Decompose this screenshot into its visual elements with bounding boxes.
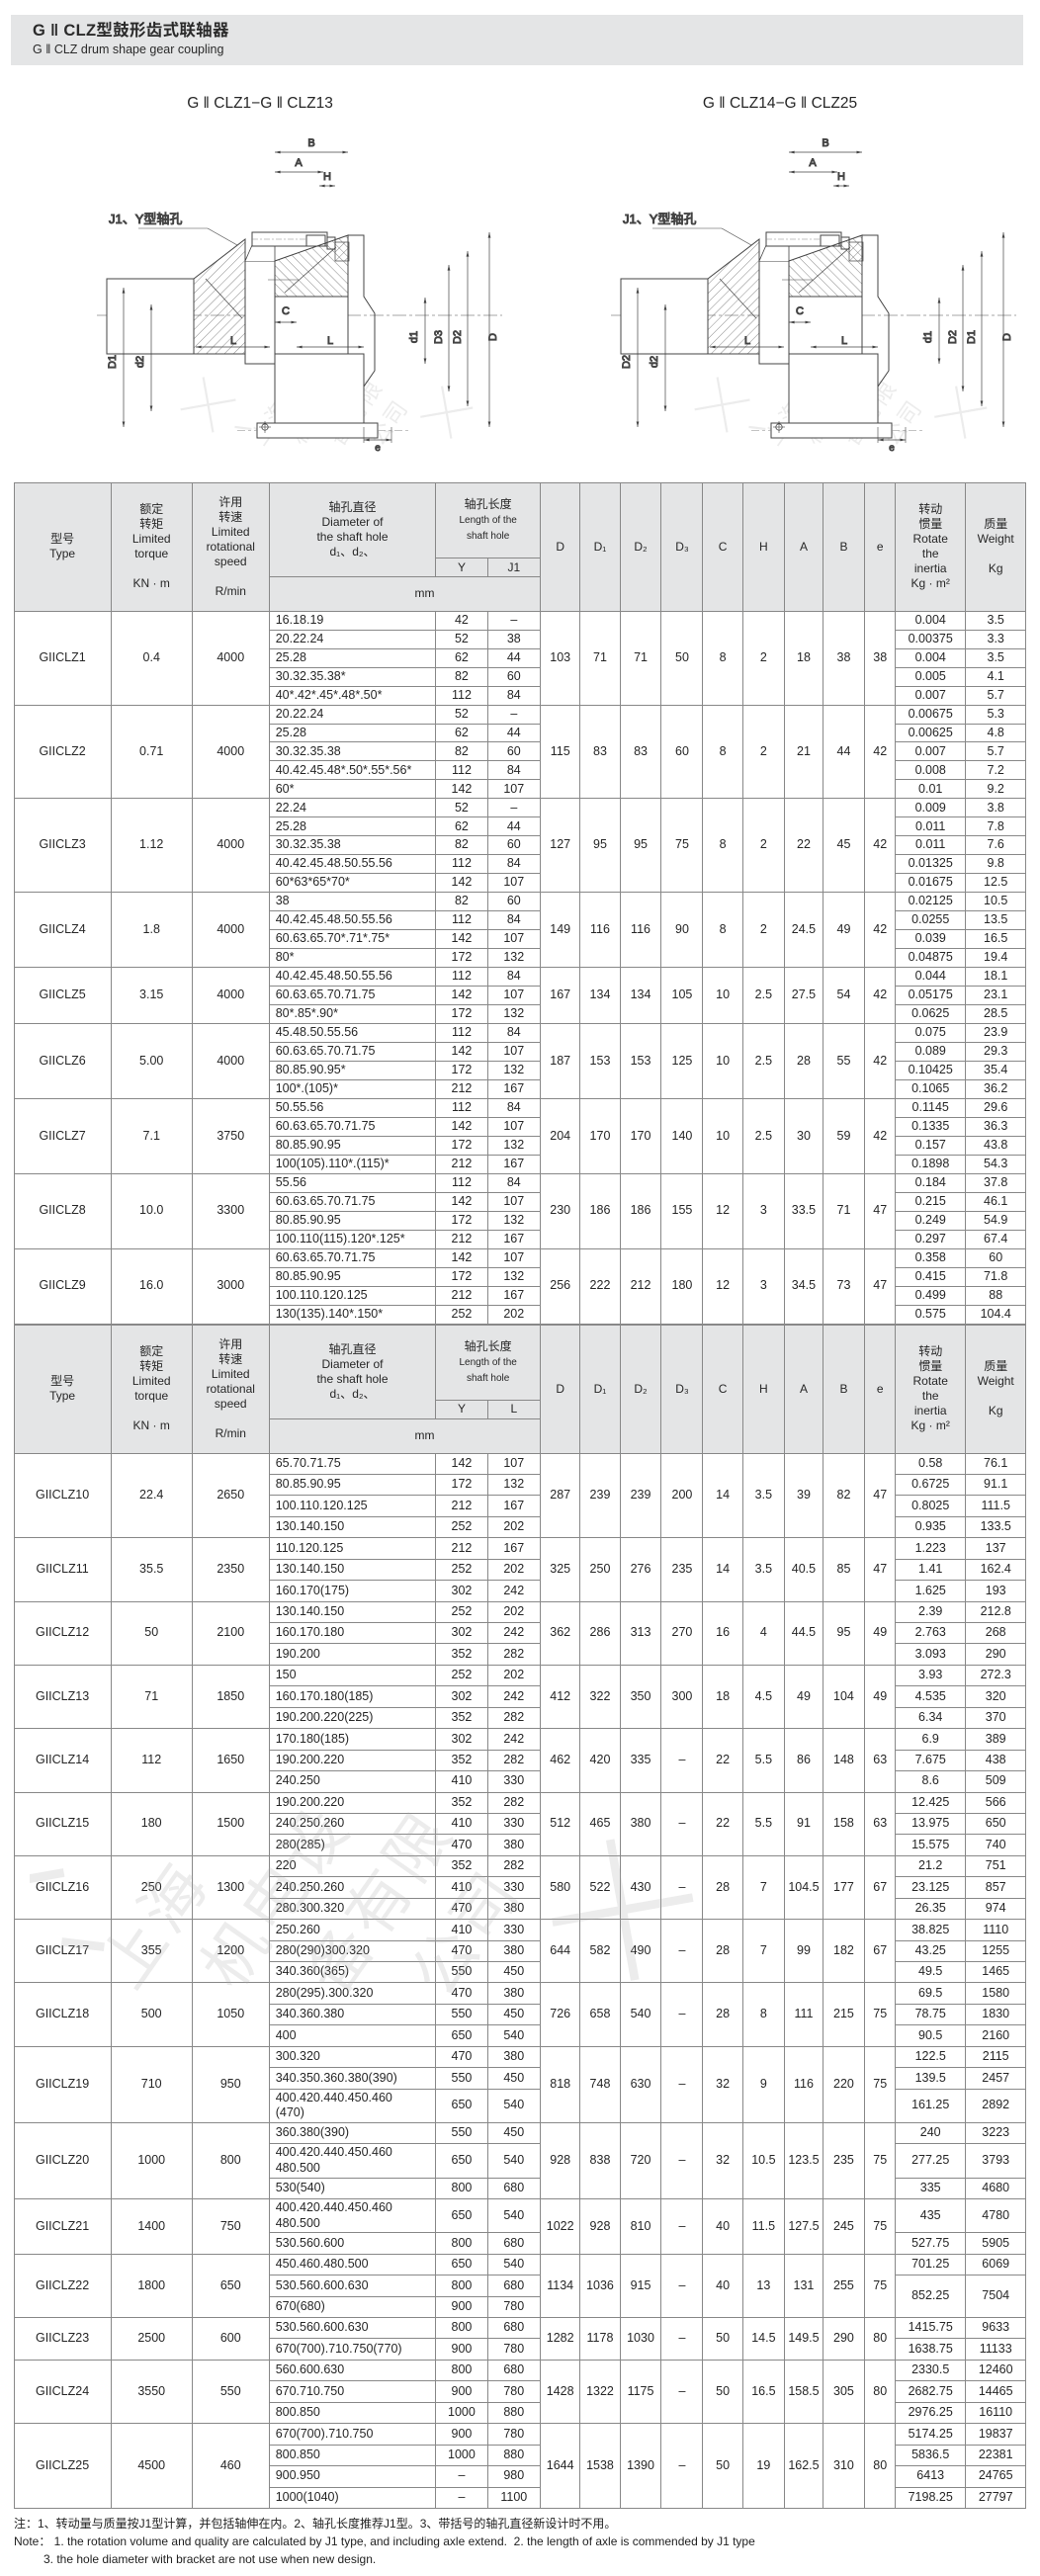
svg-text:D: D [487, 333, 499, 341]
svg-text:B: B [822, 137, 828, 149]
svg-text:D1: D1 [966, 330, 978, 344]
svg-text:D3: D3 [433, 330, 445, 344]
svg-text:D2: D2 [621, 355, 633, 369]
svg-text:H: H [837, 171, 845, 183]
svg-text:d1: d1 [408, 331, 420, 343]
svg-text:D2: D2 [947, 330, 959, 344]
svg-text:J1、Y型轴孔: J1、Y型轴孔 [109, 212, 182, 226]
svg-text:J1、Y型轴孔: J1、Y型轴孔 [623, 212, 696, 226]
svg-text:d1: d1 [922, 331, 934, 343]
svg-text:D2: D2 [452, 330, 464, 344]
svg-text:e: e [889, 443, 895, 454]
svg-text:L: L [327, 335, 333, 347]
svg-text:A: A [295, 157, 303, 169]
svg-text:C: C [282, 305, 290, 317]
svg-text:L: L [230, 335, 236, 347]
svg-text:D: D [1001, 333, 1013, 341]
svg-text:d2: d2 [649, 356, 660, 368]
svg-text:C: C [796, 305, 804, 317]
svg-text:e: e [375, 443, 381, 454]
svg-text:H: H [323, 171, 331, 183]
svg-text:B: B [307, 137, 314, 149]
svg-text:L: L [744, 335, 750, 347]
svg-text:L: L [841, 335, 847, 347]
svg-text:d2: d2 [134, 356, 146, 368]
svg-text:A: A [809, 157, 817, 169]
svg-text:D1: D1 [107, 355, 119, 369]
